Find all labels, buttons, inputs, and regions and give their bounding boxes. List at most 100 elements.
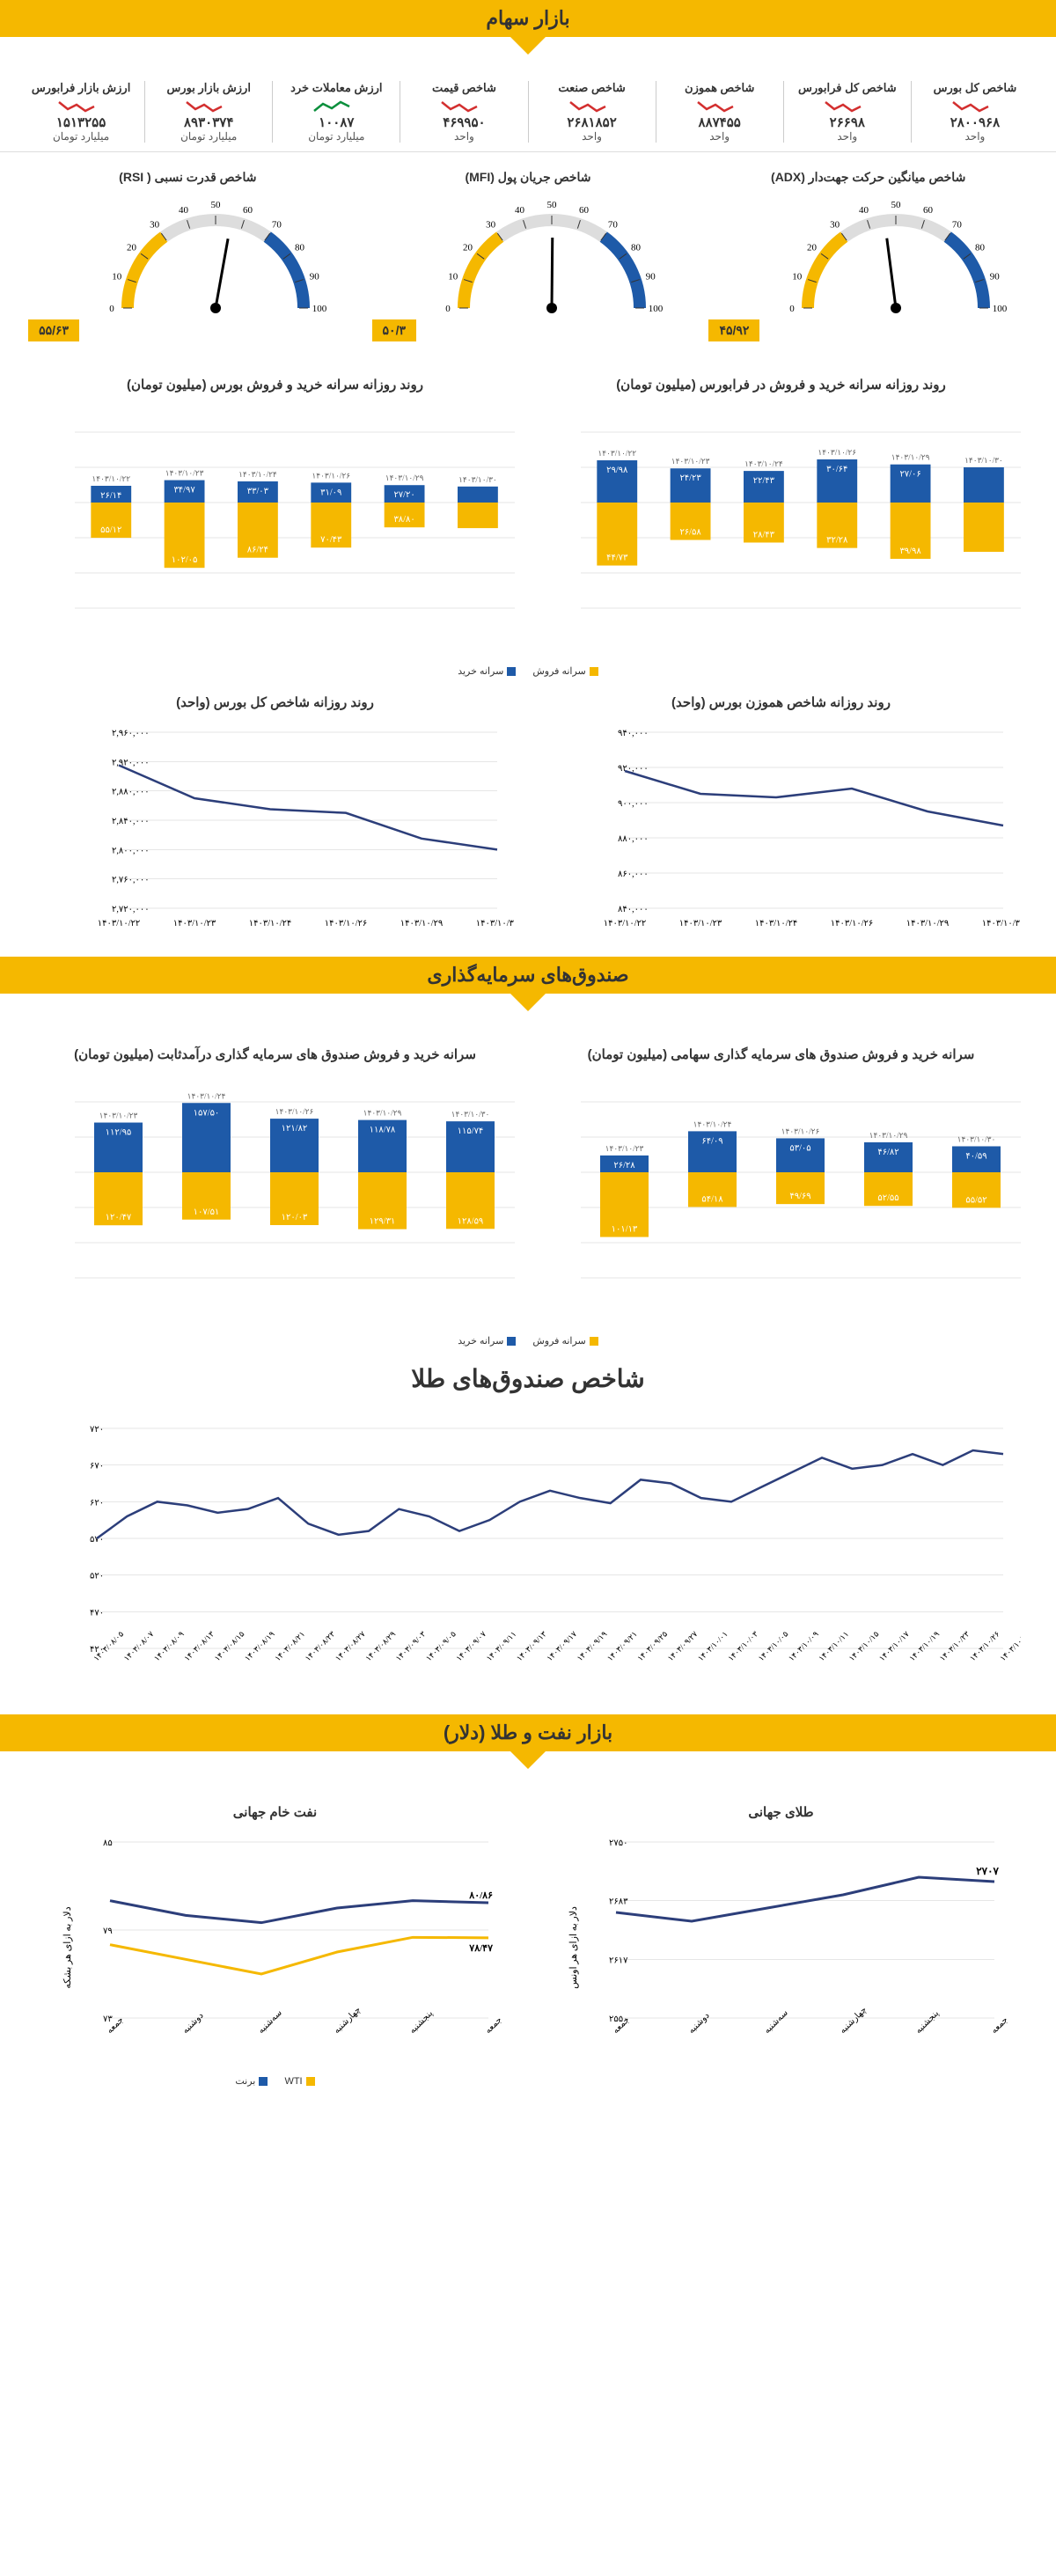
svg-text:۲۷/۲۰: ۲۷/۲۰ [393, 490, 414, 500]
svg-text:۱۴۰۳/۱۰/۲۹: ۱۴۰۳/۱۰/۲۹ [891, 453, 930, 462]
gauge-value: ۵۵/۶۳ [28, 319, 79, 341]
svg-text:۲۶/۵۸: ۲۶/۵۸ [679, 528, 701, 538]
svg-text:20: 20 [463, 243, 473, 253]
svg-text:۳۱/۰۹: ۳۱/۰۹ [320, 488, 341, 497]
svg-text:10: 10 [792, 272, 803, 283]
svg-text:پنجشنبه: پنجشنبه [913, 2008, 941, 2036]
metric-title: شاخص صنعت [536, 81, 649, 95]
svg-text:۳۰/۶۴: ۳۰/۶۴ [826, 465, 847, 474]
metric-unit: واحد [791, 130, 904, 143]
metric-item: شاخص هموزن ۸۸۷۴۵۵ واحد [656, 81, 783, 143]
svg-text:۱۴۰۳/۱۰/۳۰: ۱۴۰۳/۱۰/۳۰ [451, 1110, 490, 1119]
metric-unit: واحد [407, 130, 520, 143]
svg-text:۶۲۰: ۶۲۰ [90, 1498, 104, 1508]
svg-text:60: 60 [242, 205, 253, 216]
svg-text:۱۴۰۳/۱۰/۲۳: ۱۴۰۳/۱۰/۲۳ [99, 1112, 138, 1120]
svg-text:۲۹/۹۸: ۲۹/۹۸ [606, 466, 628, 475]
metric-item: شاخص کل بورس ۲۸۰۰۹۶۸ واحد [911, 81, 1038, 143]
svg-text:۲۶۸۳: ۲۶۸۳ [609, 1897, 628, 1907]
metrics-row: شاخص کل بورس ۲۸۰۰۹۶۸ واحد شاخص کل فرابور… [0, 72, 1056, 152]
svg-text:۱۴۰۳/۱۰/۲۳: ۱۴۰۳/۱۰/۲۳ [605, 1144, 644, 1153]
gold-index-title: شاخص صندوق‌های طلا [0, 1347, 1056, 1411]
trend-arrow-icon [575, 100, 610, 111]
svg-text:۱۴۰۳/۱۰/۳۰: ۱۴۰۳/۱۰/۳۰ [476, 919, 515, 928]
svg-text:۱۴۰۳/۱۰/۲۹: ۱۴۰۳/۱۰/۲۹ [363, 1109, 402, 1118]
svg-text:۷۲۰: ۷۲۰ [90, 1425, 104, 1435]
svg-text:۴۷۰: ۴۷۰ [90, 1608, 104, 1618]
metric-item: شاخص صنعت ۲۶۸۱۸۵۲ واحد [528, 81, 656, 143]
metric-item: ارزش بازار فرابورس ۱۵۱۳۲۵۵ میلیارد تومان [18, 81, 144, 143]
chart-title: سرانه خرید و فروش صندوق های سرمایه گذاری… [541, 1046, 1021, 1062]
svg-text:۷۸/۴۷: ۷۸/۴۷ [468, 1943, 493, 1954]
svg-text:۱۴۰۳/۱۰/۲۳: ۱۴۰۳/۱۰/۲۳ [671, 457, 710, 466]
metric-title: شاخص هموزن [664, 81, 776, 95]
oil-legend: WTI برنت [35, 2075, 515, 2087]
svg-text:سه‌شنبه: سه‌شنبه [762, 2008, 789, 2036]
gauge-title: شاخص جریان پول (MFI) [358, 170, 699, 185]
gauges-row: شاخص میانگین حرکت جهت‌دار (ADX) 0 10 20 … [0, 152, 1056, 359]
gauge-title: شاخص قدرت نسبی ( RSI) [18, 170, 358, 185]
section-header-funds: صندوق‌های سرمایه‌گذاری [0, 957, 1056, 994]
svg-text:۱۰۷/۵۱: ۱۰۷/۵۱ [194, 1207, 220, 1217]
svg-text:۱۴۰۳/۱۰/۲۳: ۱۴۰۳/۱۰/۲۳ [173, 919, 216, 928]
svg-text:۱۴۰۳/۱۰/۰۳: ۱۴۰۳/۱۰/۰۳ [726, 1629, 759, 1662]
svg-text:چهارشنبه: چهارشنبه [332, 2005, 363, 2036]
svg-text:۱۴۰۳/۰۸/۲۳: ۱۴۰۳/۰۸/۲۳ [304, 1629, 337, 1662]
svg-text:40: 40 [859, 205, 869, 216]
svg-text:۱۴۰۳/۱۰/۱۹: ۱۴۰۳/۱۰/۱۹ [907, 1629, 941, 1662]
svg-text:۱۴۰۳/۱۰/۲۹: ۱۴۰۳/۱۰/۲۹ [400, 919, 444, 928]
gauge-title: شاخص میانگین حرکت جهت‌دار (ADX) [698, 170, 1038, 185]
svg-text:20: 20 [807, 243, 818, 253]
svg-text:۱۴۰۳/۱۰/۰۵: ۱۴۰۳/۱۰/۰۵ [757, 1629, 790, 1662]
svg-text:۱۴۰۳/۱۰/۱۷: ۱۴۰۳/۱۰/۱۷ [877, 1629, 911, 1662]
svg-text:۱۴۰۳/۱۰/۲۲: ۱۴۰۳/۱۰/۲۲ [98, 919, 141, 928]
svg-text:۱۲۰/۰۳: ۱۲۰/۰۳ [282, 1213, 308, 1222]
chart-title: سرانه خرید و فروش صندوق های سرمایه گذاری… [35, 1046, 515, 1062]
svg-text:۹۲۰,۰۰۰: ۹۲۰,۰۰۰ [618, 764, 649, 774]
svg-text:۵۴/۱۸: ۵۴/۱۸ [701, 1194, 723, 1204]
metric-item: شاخص کل فرابورس ۲۶۶۹۸ واحد [783, 81, 911, 143]
metric-value: ۱۰۰۸۷ [280, 114, 392, 130]
svg-text:دوشنبه: دوشنبه [180, 2011, 205, 2036]
svg-text:30: 30 [830, 220, 840, 231]
svg-text:۱۴۰۳/۰۸/۲۷: ۱۴۰۳/۰۸/۲۷ [334, 1629, 367, 1662]
chart-title: روند روزانه شاخص هموزن بورس (واحد) [541, 694, 1021, 710]
svg-text:۱۴۰۳/۰۸/۱۵: ۱۴۰۳/۰۸/۱۵ [213, 1629, 246, 1662]
svg-text:۱۴۰۳/۱۰/۲۶: ۱۴۰۳/۱۰/۲۶ [275, 1107, 314, 1116]
metric-title: شاخص قیمت [407, 81, 520, 95]
section-header-stocks: بازار سهام [0, 0, 1056, 37]
svg-text:۱۴۰۳/۱۰/۲۴: ۱۴۰۳/۱۰/۲۴ [744, 459, 783, 468]
svg-text:100: 100 [649, 304, 664, 314]
svg-text:80: 80 [294, 243, 304, 253]
svg-text:۱۴۰۳/۱۰/۲۶: ۱۴۰۳/۱۰/۲۶ [312, 471, 350, 480]
svg-text:۱۱۸/۷۸: ۱۱۸/۷۸ [370, 1126, 396, 1135]
bar-chart: ۲۶/۱۴ ۱۴۰۳/۱۰/۲۲ ۵۵/۱۲ ۳۴/۹۷ ۱۴۰۳/۱۰/۲۳ … [75, 406, 515, 635]
line-chart: ۸۴۰,۰۰۰۸۶۰,۰۰۰۸۸۰,۰۰۰۹۰۰,۰۰۰۹۲۰,۰۰۰۹۴۰,۰… [563, 723, 1021, 935]
svg-text:30: 30 [487, 220, 497, 231]
svg-text:۲۷/۰۶: ۲۷/۰۶ [899, 470, 920, 480]
svg-text:۱۴۰۳/۱۰/۲۴: ۱۴۰۳/۱۰/۲۴ [693, 1119, 732, 1128]
svg-text:۵۷۰: ۵۷۰ [90, 1535, 104, 1545]
svg-text:50: 50 [210, 200, 221, 210]
svg-text:۳۸/۸۰: ۳۸/۸۰ [393, 515, 414, 525]
svg-text:۱۲۸/۵۹: ۱۲۸/۵۹ [458, 1216, 484, 1226]
svg-text:۲,۸۸۰,۰۰۰: ۲,۸۸۰,۰۰۰ [112, 788, 150, 797]
svg-text:دلار به ازای هر بشکه: دلار به ازای هر بشکه [62, 1906, 73, 1988]
trend-arrow-icon [702, 100, 737, 111]
svg-text:80: 80 [975, 243, 986, 253]
svg-text:۱۴۰۳/۰۸/۰۷: ۱۴۰۳/۰۸/۰۷ [122, 1629, 156, 1662]
bar-chart: ۲۹/۹۸ ۱۴۰۳/۱۰/۲۲ ۴۴/۷۳ ۲۴/۲۳ ۱۴۰۳/۱۰/۲۳ … [581, 406, 1021, 635]
trend-arrow-icon [446, 100, 481, 111]
gauge: شاخص میانگین حرکت جهت‌دار (ADX) 0 10 20 … [698, 170, 1038, 341]
svg-text:۱۴۰۳/۰۹/۲۷: ۱۴۰۳/۰۹/۲۷ [666, 1629, 700, 1662]
metric-item: شاخص قیمت ۴۶۹۹۵۰ واحد [400, 81, 527, 143]
metric-unit: واحد [664, 130, 776, 143]
metric-value: ۲۶۶۹۸ [791, 114, 904, 130]
chart-title: نفت خام جهانی [35, 1804, 515, 1820]
svg-text:۸۰/۸۶: ۸۰/۸۶ [468, 1890, 493, 1901]
svg-text:90: 90 [309, 272, 319, 283]
svg-text:۱۴۰۳/۱۰/۲۶: ۱۴۰۳/۱۰/۲۶ [818, 448, 856, 457]
svg-text:70: 70 [952, 220, 963, 231]
metric-title: شاخص کل فرابورس [791, 81, 904, 95]
svg-text:۲۶/۲۸: ۲۶/۲۸ [613, 1161, 635, 1171]
